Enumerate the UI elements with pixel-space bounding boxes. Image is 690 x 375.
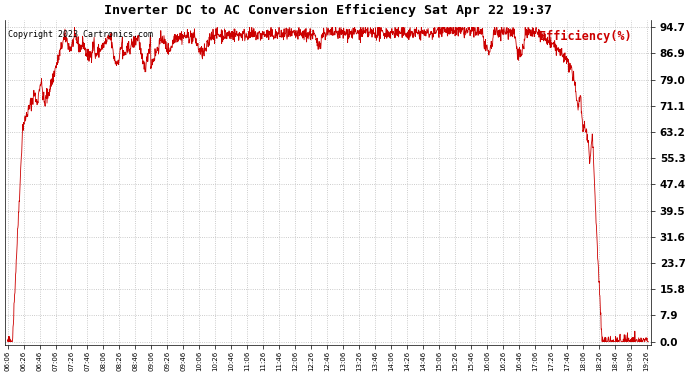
Text: Efficiency(%): Efficiency(%) bbox=[539, 30, 631, 43]
Text: Copyright 2023 Cartronics.com: Copyright 2023 Cartronics.com bbox=[8, 30, 153, 39]
Title: Inverter DC to AC Conversion Efficiency Sat Apr 22 19:37: Inverter DC to AC Conversion Efficiency … bbox=[104, 4, 552, 17]
